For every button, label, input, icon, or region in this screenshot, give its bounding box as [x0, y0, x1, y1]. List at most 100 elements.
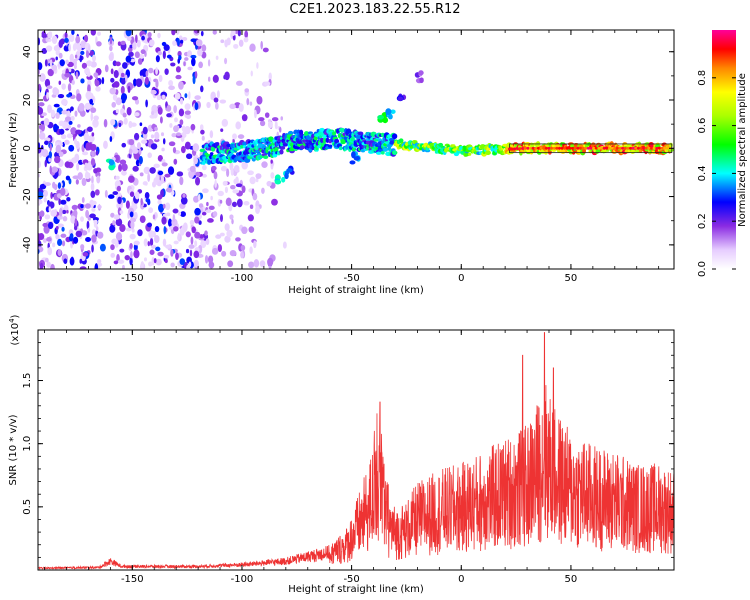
spectral-blob	[71, 30, 75, 35]
spectral-blob	[113, 214, 121, 220]
spectral-blob	[72, 209, 78, 217]
spectral-blob	[613, 146, 617, 150]
spectral-blob	[38, 160, 41, 169]
spectral-blob	[161, 147, 165, 152]
spectral-blob	[221, 250, 227, 257]
spectral-blob	[214, 179, 217, 188]
spectral-blob	[81, 197, 85, 203]
spectral-blob	[125, 74, 128, 83]
spectral-blob	[391, 133, 398, 140]
snr-ylabel-multiplier-exp: 4	[8, 318, 16, 323]
spectral-blob	[615, 146, 620, 150]
spectral-blob	[128, 148, 133, 155]
spectral-blob	[185, 248, 190, 254]
spectral-blob	[47, 31, 53, 39]
spectral-blob	[162, 238, 167, 247]
spectral-blob	[110, 68, 114, 75]
spectral-blob	[115, 61, 121, 67]
spectral-blob	[144, 191, 150, 199]
spectral-blob	[51, 64, 58, 71]
spectral-blob	[110, 252, 116, 258]
spectral-blob	[235, 237, 241, 242]
spectral-blob	[351, 151, 356, 159]
spectral-blob	[238, 103, 244, 112]
spectral-blob	[190, 236, 194, 245]
spectral-blob	[49, 165, 52, 175]
spectral-blob	[156, 94, 162, 101]
spectral-blob	[647, 146, 651, 150]
spectral-blob	[68, 144, 75, 152]
spectral-blob	[220, 165, 228, 172]
spectral-blob	[60, 233, 67, 238]
spectral-blob	[52, 242, 56, 248]
spectral-blob	[523, 146, 527, 150]
spectral-blob	[164, 259, 168, 263]
spectral-blob	[249, 204, 254, 209]
spectral-blob	[357, 131, 364, 136]
spectral-blob	[78, 102, 85, 112]
spectral-blob	[202, 188, 209, 194]
spectral-blob	[284, 172, 289, 180]
spectral-blob	[132, 148, 139, 154]
spectral-blob	[148, 39, 155, 47]
spectral-blob	[390, 109, 396, 114]
spectral-blob	[187, 50, 193, 58]
spectral-blob	[76, 93, 82, 102]
spectral-blob	[174, 92, 181, 100]
spectral-blob	[650, 146, 654, 150]
spectral-blob	[147, 173, 151, 182]
spectral-blob	[191, 57, 196, 67]
spectral-blob	[623, 146, 627, 150]
spectral-blob	[64, 161, 71, 168]
spectral-blob	[150, 89, 157, 95]
spectral-blob	[50, 209, 57, 217]
spectral-blob	[207, 59, 211, 67]
spectral-blob	[99, 243, 106, 252]
spectral-blob	[183, 61, 186, 67]
spectral-blob	[143, 166, 151, 175]
spectral-blob	[261, 161, 268, 168]
spectral-blob	[188, 261, 192, 268]
spectral-blob	[47, 104, 52, 114]
spectral-blob	[85, 91, 93, 100]
spectral-blob	[253, 259, 260, 268]
spectral-blob	[153, 258, 157, 264]
spectral-blob	[380, 132, 385, 138]
spectral-blob	[110, 244, 115, 251]
spectral-blob	[160, 132, 165, 137]
spectral-blob	[94, 79, 100, 87]
spectral-blob	[41, 48, 48, 54]
spectral-blob	[660, 146, 664, 150]
snr-ylabel-multiplier-base: (x10	[10, 323, 21, 346]
spectral-blob	[104, 64, 109, 73]
spectral-blob	[120, 72, 125, 78]
spectral-blob	[47, 68, 54, 77]
spectral-blob	[162, 138, 166, 145]
spectral-blob	[325, 137, 330, 143]
spectral-blob	[112, 94, 118, 101]
spectral-blob	[129, 44, 133, 49]
spectral-blob	[217, 244, 223, 253]
spectral-blob	[144, 181, 148, 186]
spectral-blob	[210, 195, 213, 201]
spectral-blob	[555, 146, 559, 150]
spectral-blob	[159, 116, 163, 124]
spectral-blob	[338, 146, 343, 151]
spectral-blob	[55, 56, 58, 61]
spectral-blob	[168, 79, 174, 87]
spectral-blob	[163, 225, 167, 235]
spectral-blob	[75, 179, 79, 185]
spectral-blob	[259, 120, 266, 127]
spectral-blob	[91, 229, 96, 236]
spectral-blob	[280, 116, 284, 121]
spectral-blob	[91, 244, 94, 253]
spectral-blob	[150, 143, 158, 150]
spectral-blob	[70, 215, 76, 224]
spectral-blob	[158, 203, 165, 213]
spectral-blob	[49, 59, 53, 67]
spectral-blob	[154, 234, 160, 244]
spectral-blob	[87, 84, 91, 93]
spectral-blob	[44, 59, 48, 67]
spectral-blob	[60, 187, 66, 196]
spectral-blob	[55, 112, 60, 119]
